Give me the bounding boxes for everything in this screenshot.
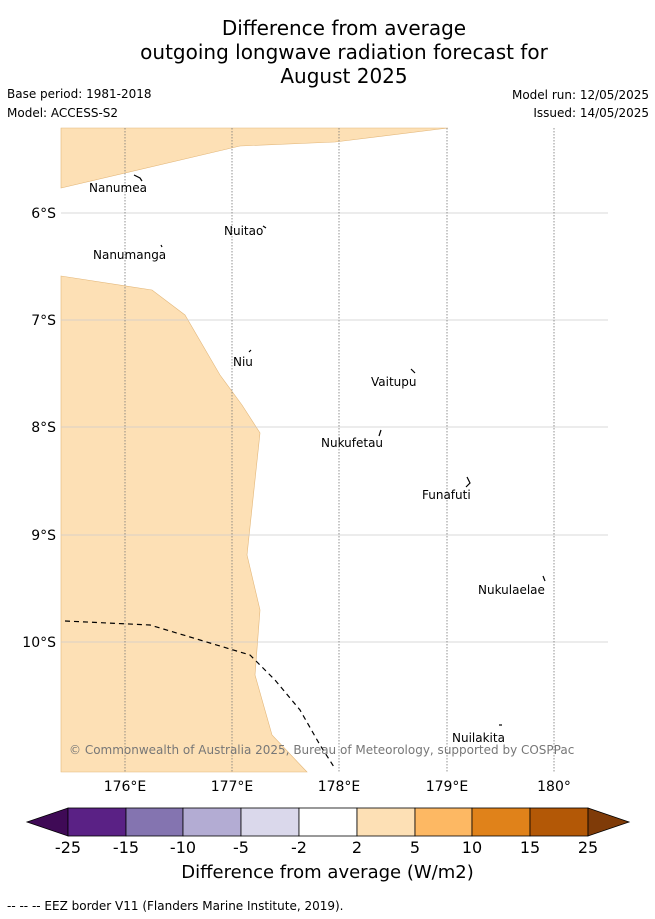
lat-tick-label: 9°S <box>31 528 56 544</box>
lon-tick-label: 179°E <box>426 779 469 795</box>
island-nuitao <box>262 225 267 229</box>
colorbar-bin <box>471 807 531 837</box>
colorbar-tick-label: -5 <box>233 838 249 857</box>
lon-tick-label: 180° <box>537 779 571 795</box>
lon-tick-label: 178°E <box>318 779 361 795</box>
title-line-1: Difference from average <box>221 16 467 40</box>
place-label: Nuitao <box>224 224 263 238</box>
colorbar-tick-label: 10 <box>462 838 482 857</box>
place-label: Nanumanga <box>93 248 166 262</box>
island-nanumea <box>133 174 143 182</box>
island-nukulaelae <box>542 575 546 582</box>
anomaly-region-north <box>60 127 449 189</box>
colorbar-tick-label: -10 <box>170 838 196 857</box>
place-label: Vaitupu <box>371 375 417 389</box>
colorbar-tick-label: -2 <box>291 838 307 857</box>
colorbar-bin <box>356 807 416 837</box>
island-nanumanga <box>160 244 163 248</box>
lat-tick-label: 10°S <box>22 635 56 651</box>
colorbar-extend-high <box>587 807 631 837</box>
title-line-2: outgoing longwave radiation forecast for <box>140 40 548 64</box>
colorbar-tick-label: 2 <box>352 838 362 857</box>
lat-tick-label: 8°S <box>31 420 56 436</box>
island-funafuti <box>465 476 471 488</box>
colorbar-tick-label: 25 <box>578 838 598 857</box>
model-name: Model: ACCESS-S2 <box>7 106 119 120</box>
colorbar-bin <box>414 807 473 837</box>
colorbar-label: Difference from average (W/m2) <box>181 862 474 883</box>
place-label: Funafuti <box>422 488 471 502</box>
eez-border-line <box>64 620 335 768</box>
place-label: Nanumea <box>89 181 147 195</box>
colorbar-tick-label: 15 <box>520 838 540 857</box>
colorbar-tick-label: 5 <box>410 838 420 857</box>
place-label: Nukufetau <box>321 436 383 450</box>
island-niu <box>248 349 252 353</box>
colorbar-bin <box>67 807 127 837</box>
place-label: Nukulaelae <box>478 583 545 597</box>
colorbar-tick-label: -25 <box>55 838 81 857</box>
latitude-gridlines <box>61 212 608 643</box>
colorbar-tick-label: -15 <box>113 838 139 857</box>
lat-tick-label: 6°S <box>31 206 56 222</box>
island-vaitupu <box>410 368 416 374</box>
map-title: Difference from average outgoing longwav… <box>0 16 655 88</box>
colorbar-bin <box>240 807 300 837</box>
place-label: Niu <box>233 355 253 369</box>
anomaly-region-west <box>60 275 308 773</box>
place-label: Nuilakita <box>452 731 505 745</box>
island-shapes <box>133 174 546 726</box>
copyright-notice: © Commonwealth of Australia 2025, Bureau… <box>69 743 574 757</box>
longitude-gridlines <box>124 128 555 772</box>
title-line-3: August 2025 <box>280 64 408 88</box>
base-period: Base period: 1981-2018 <box>7 87 152 101</box>
eez-footnote: -- -- -- EEZ border V11 (Flanders Marine… <box>7 899 344 913</box>
colorbar-bin <box>182 807 242 837</box>
island-nukufetau <box>378 429 382 437</box>
colorbar-extend-low <box>25 807 69 837</box>
colorbar-bin <box>529 807 589 837</box>
issued-date: Issued: 14/05/2025 <box>533 106 649 120</box>
colorbar-bin <box>298 807 358 837</box>
lat-tick-label: 7°S <box>31 313 56 329</box>
colorbar <box>25 807 631 837</box>
colorbar-bin <box>125 807 184 837</box>
lon-tick-label: 177°E <box>211 779 254 795</box>
lon-tick-label: 176°E <box>104 779 147 795</box>
model-run: Model run: 12/05/2025 <box>511 88 649 102</box>
